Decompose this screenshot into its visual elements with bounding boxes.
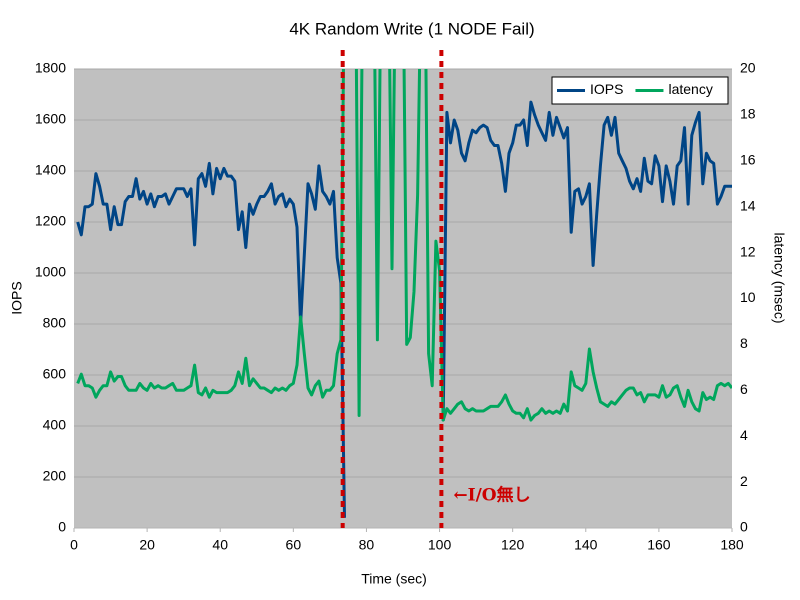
y-tick-label: 1000 — [35, 264, 66, 280]
x-tick-label: 80 — [359, 537, 375, 553]
x-tick-label: 140 — [574, 537, 598, 553]
x-tick-label: 120 — [501, 537, 525, 553]
y2-tick-label: 14 — [740, 197, 756, 213]
y2-tick-label: 16 — [740, 152, 756, 168]
y2-tick-label: 8 — [740, 335, 748, 351]
y-tick-label: 800 — [43, 315, 67, 331]
y-tick-label: 400 — [43, 417, 67, 433]
x-tick-label: 160 — [647, 537, 671, 553]
y2-tick-label: 18 — [740, 106, 756, 122]
legend-label: IOPS — [590, 81, 623, 97]
y2-tick-label: 0 — [740, 519, 748, 535]
x-tick-label: 100 — [428, 537, 452, 553]
y-tick-label: 1400 — [35, 162, 66, 178]
y-tick-label: 0 — [58, 519, 66, 535]
x-tick-label: 0 — [70, 537, 78, 553]
y2-axis-label: latency (msec) — [771, 232, 787, 323]
legend-label: latency — [668, 81, 712, 97]
x-tick-label: 180 — [720, 537, 744, 553]
y-axis-label: IOPS — [9, 281, 25, 314]
y2-tick-label: 20 — [740, 60, 756, 76]
chart-title: 4K Random Write (1 NODE Fail) — [289, 19, 534, 38]
y2-tick-label: 10 — [740, 289, 756, 305]
y2-tick-label: 12 — [740, 243, 756, 259]
series-line — [76, 69, 732, 422]
x-axis-label: Time (sec) — [361, 571, 427, 587]
x-tick-label: 60 — [286, 537, 302, 553]
y2-tick-label: 2 — [740, 473, 748, 489]
y-tick-label: 1200 — [35, 213, 66, 229]
x-tick-label: 20 — [139, 537, 155, 553]
plot-area — [74, 69, 732, 528]
y-tick-label: 1800 — [35, 60, 66, 76]
y-tick-label: 600 — [43, 366, 67, 382]
y-tick-label: 200 — [43, 468, 67, 484]
x-tick-label: 40 — [212, 537, 228, 553]
annotation: ←I/O無し — [453, 485, 530, 506]
y2-tick-label: 6 — [740, 381, 748, 397]
y-tick-label: 1600 — [35, 111, 66, 127]
y2-tick-label: 4 — [740, 427, 748, 443]
series-line — [76, 100, 732, 518]
